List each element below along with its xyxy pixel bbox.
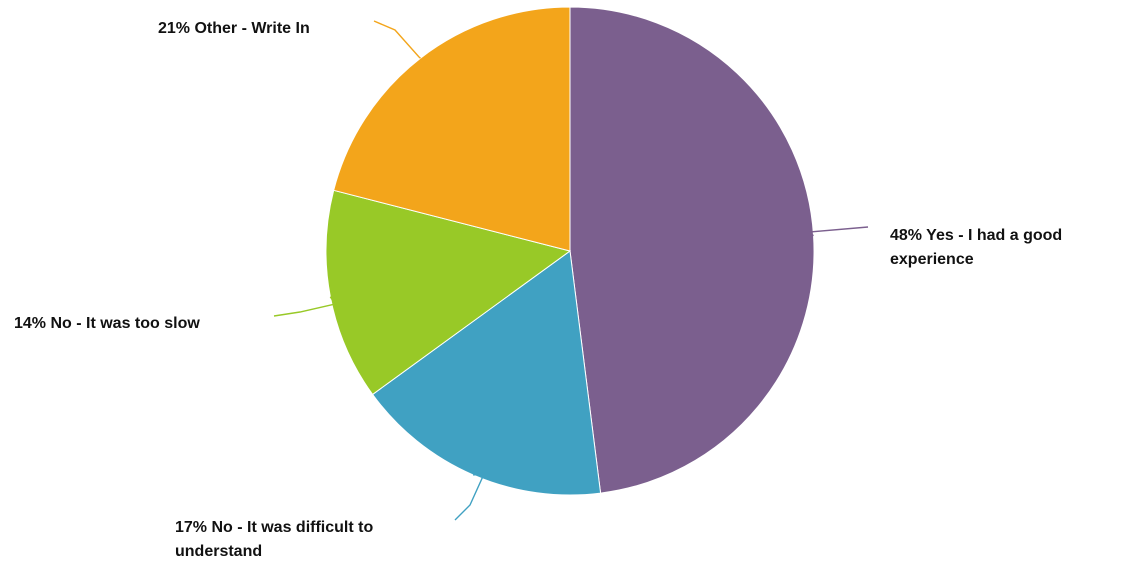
slice-label-line: 21% Other - Write In — [158, 20, 310, 37]
leader-line-yes-i-had-a-good-experience — [807, 226, 869, 237]
leader-line-other-write-in — [373, 20, 421, 59]
slice-label-line: understand — [175, 543, 262, 560]
slice-label-other-write-in: 21% Other - Write In — [158, 20, 310, 37]
pie-slices — [325, 6, 815, 496]
slice-label-yes-i-had-a-good-experience: 48% Yes - I had a good experience — [890, 227, 1062, 268]
leader-lines — [273, 20, 869, 521]
slice-label-line: experience — [890, 251, 974, 268]
leader-line-no-it-was-difficult-to-understand — [454, 473, 486, 521]
slice-label-no-it-was-too-slow: 14% No - It was too slow — [14, 315, 200, 332]
slice-label-line: 17% No - It was difficult to — [175, 519, 373, 536]
slice-labels: 48% Yes - I had a good experience 17% No -… — [14, 20, 1062, 560]
slice-label-line: 48% Yes - I had a good — [890, 227, 1062, 244]
slice-label-line: 14% No - It was too slow — [14, 315, 200, 332]
slice-label-no-it-was-difficult-to-understand: 17% No - It was difficult to understand — [175, 519, 373, 560]
pie-slice-yes-i-had-a-good-experience — [569, 6, 815, 494]
pie-slice-other-write-in — [333, 6, 571, 252]
leader-line-no-it-was-too-slow — [273, 296, 337, 317]
